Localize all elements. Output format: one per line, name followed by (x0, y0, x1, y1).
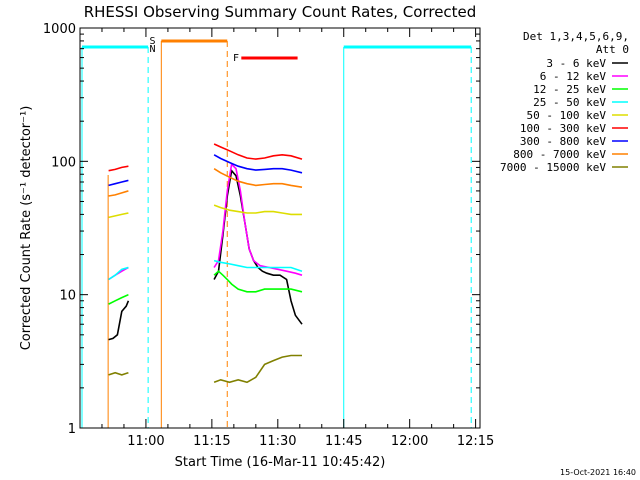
series-line (213, 154, 303, 174)
flag-flare: F (233, 53, 239, 64)
x-tick-label: 11:45 (325, 434, 362, 449)
series-line (108, 371, 129, 376)
series-2 (108, 270, 303, 305)
x-tick-label: 12:00 (391, 434, 428, 449)
series-line (108, 165, 129, 172)
series-4 (108, 204, 302, 219)
series-line (108, 190, 129, 197)
series-line (108, 293, 129, 305)
legend-header: Det 1,3,4,5,6,9, (523, 30, 629, 43)
flag-saa: S (150, 36, 156, 47)
y-tick-label: 1000 (43, 22, 76, 37)
legend-label: 300 - 800 keV (520, 135, 606, 148)
series-line (108, 212, 129, 219)
x-axis-label: Start Time (16-Mar-11 10:45:42) (175, 455, 386, 470)
series-line (108, 266, 129, 281)
series-line (213, 204, 302, 216)
chart-title: RHESSI Observing Summary Count Rates, Co… (84, 3, 477, 21)
legend-label: 800 - 7000 keV (513, 148, 606, 161)
x-tick-label: 11:30 (259, 434, 296, 449)
x-tick-label: 12:15 (457, 434, 494, 449)
series-line (213, 143, 303, 160)
series-6 (108, 154, 303, 187)
x-tick-label: 11:00 (127, 434, 164, 449)
legend-label: 25 - 50 keV (533, 96, 606, 109)
legend-label: 6 - 12 keV (540, 70, 607, 83)
series-7 (108, 168, 303, 197)
x-axis: 11:00 11:15 11:30 11:45 12:00 12:15 (101, 28, 494, 449)
y-tick-label: 1 (68, 422, 76, 437)
plot-frame (79, 27, 481, 429)
y-axis-label: Corrected Count Rate (s⁻¹ detector⁻¹) (19, 106, 34, 351)
y-axis: 1 10 100 1000 (43, 22, 480, 437)
legend-label: 3 - 6 keV (546, 57, 606, 70)
plot-series (108, 143, 303, 384)
legend-header: Att 0 (596, 43, 629, 56)
legend-label: 12 - 25 keV (533, 83, 606, 96)
series-line (213, 168, 303, 188)
x-tick-label: 11:15 (193, 434, 230, 449)
timestamp: 15-Oct-2021 16:40 (560, 468, 636, 477)
flag-night: N (150, 44, 156, 55)
series-line (213, 162, 303, 276)
series-line (108, 179, 129, 187)
series-8 (108, 354, 302, 384)
legend-label: 50 - 100 keV (527, 109, 607, 122)
series-3 (108, 259, 303, 281)
legend-label: 100 - 300 keV (520, 122, 606, 135)
series-5 (108, 143, 303, 172)
series-line (108, 300, 130, 341)
series-line (213, 270, 303, 293)
series-line (213, 259, 303, 272)
y-tick-label: 100 (51, 155, 76, 170)
legend-label: 7000 - 15000 keV (500, 161, 606, 174)
y-tick-label: 10 (59, 289, 76, 304)
series-line (213, 354, 302, 384)
